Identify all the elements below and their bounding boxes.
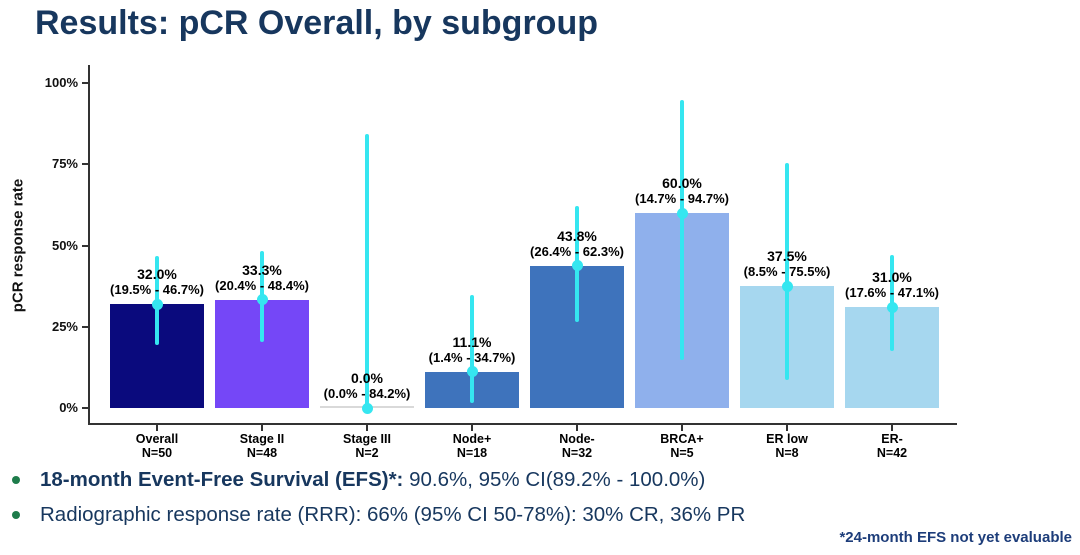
x-tick-mark — [156, 425, 158, 431]
category-n: N=5 — [670, 446, 694, 460]
x-category-label: ER- N=42 — [832, 432, 952, 460]
bar-value-text: 0.0% — [351, 370, 383, 386]
error-bar — [785, 162, 789, 381]
bar-ci-text: (8.5% - 75.5%) — [743, 264, 831, 280]
bar-value-label: 60.0% (14.7% - 94.7%) — [587, 175, 777, 207]
bar-value-label: 11.1% (1.4% - 34.7%) — [377, 334, 567, 366]
x-tick-mark — [891, 425, 893, 431]
error-bar — [680, 100, 684, 361]
x-category-label: Node+ N=18 — [412, 432, 532, 460]
category-name: ER low — [766, 432, 808, 446]
bar-value-label: 33.3% (20.4% - 48.4%) — [167, 262, 357, 294]
y-tick-label: 75% — [51, 156, 78, 172]
bar-ci-text: (20.4% - 48.4%) — [215, 277, 309, 293]
y-tick-label: 50% — [51, 237, 78, 253]
x-category-label: Stage III N=2 — [307, 432, 427, 460]
y-tick-mark — [82, 407, 88, 409]
category-name: Stage II — [239, 432, 285, 446]
x-tick-mark — [681, 425, 683, 431]
error-bar — [365, 134, 369, 408]
category-name: Overall — [135, 432, 179, 446]
category-n: N=8 — [775, 446, 799, 460]
point-estimate-dot — [151, 298, 163, 310]
bar-ci-text: (19.5% - 46.7%) — [110, 282, 204, 297]
bar-ci-text: (26.4% - 62.3%) — [530, 243, 624, 259]
point-estimate-dot — [571, 260, 583, 272]
error-bar — [470, 295, 474, 404]
y-tick-label: 25% — [51, 318, 78, 334]
category-n: N=42 — [876, 446, 908, 460]
bar-ci-text: (14.7% - 94.7%) — [635, 191, 729, 206]
point-estimate-dot — [466, 366, 478, 378]
summary-bullets: 18-month Event-Free Survival (EFS)*: 90.… — [10, 468, 745, 538]
bullet-efs-lead: 18-month Event-Free Survival (EFS)*: — [40, 468, 404, 491]
bar-ci-text: (1.4% - 34.7%) — [428, 349, 516, 365]
y-axis-title: pCR response rate — [9, 178, 27, 313]
bullet-rrr: Radiographic response rate (RRR): 66% (9… — [10, 503, 745, 527]
bullet-rrr-text: Radiographic response rate (RRR): 66% (9… — [40, 503, 746, 526]
x-tick-mark — [366, 425, 368, 431]
bar-value-label: 43.8% (26.4% - 62.3%) — [482, 228, 672, 260]
bullet-efs: 18-month Event-Free Survival (EFS)*: 90.… — [10, 468, 745, 492]
y-axis-line — [88, 65, 90, 425]
bar-value-label: 37.5% (8.5% - 75.5%) — [692, 248, 882, 280]
bar-value-text: 31.0% — [872, 269, 912, 286]
y-tick-mark — [82, 82, 88, 84]
bar-value-label: 31.0% (17.6% - 47.1%) — [797, 269, 987, 301]
x-axis-line — [88, 423, 957, 425]
bullet-efs-text: 90.6%, 95% CI(89.2% - 100.0%) — [403, 468, 706, 491]
x-tick-mark — [786, 425, 788, 431]
bar-value-label: 0.0% (0.0% - 84.2%) — [272, 370, 462, 402]
category-name: BRCA+ — [660, 432, 704, 446]
category-n: N=2 — [355, 446, 379, 460]
category-name: Stage III — [343, 432, 391, 446]
y-tick-label: 100% — [44, 75, 78, 90]
point-estimate-dot — [676, 207, 688, 219]
x-category-label: Overall N=50 — [97, 432, 217, 460]
y-tick-mark — [82, 244, 88, 247]
bar-value-label: 32.0% (19.5% - 46.7%) — [62, 266, 252, 298]
x-category-label: Stage II N=48 — [202, 432, 322, 460]
category-n: N=32 — [561, 446, 593, 460]
category-n: N=50 — [141, 446, 173, 460]
category-name: Node- — [559, 432, 595, 446]
bar-ci-text: (0.0% - 84.2%) — [323, 386, 411, 401]
bullet-dot-icon — [12, 476, 20, 484]
category-n: N=48 — [246, 446, 278, 460]
category-name: Node+ — [452, 432, 492, 446]
bullet-dot-icon — [12, 511, 20, 519]
y-tick-mark — [82, 163, 88, 166]
point-estimate-dot — [256, 294, 268, 306]
category-name: ER- — [881, 432, 903, 446]
y-tick-label: 0% — [59, 400, 78, 415]
bar-value-text: 37.5% — [767, 248, 807, 265]
category-n: N=18 — [456, 446, 488, 460]
bar-ci-text: (17.6% - 47.1%) — [845, 285, 939, 301]
x-tick-mark — [471, 425, 473, 431]
point-estimate-dot — [361, 402, 373, 414]
x-category-label: BRCA+ N=5 — [622, 432, 742, 460]
y-tick-mark — [82, 325, 88, 328]
x-category-label: Node- N=32 — [517, 432, 637, 460]
bar-value-text: 32.0% — [137, 266, 177, 282]
point-estimate-dot — [886, 301, 898, 313]
x-tick-mark — [576, 425, 578, 431]
bar-value-text: 60.0% — [662, 175, 702, 191]
bar-value-text: 11.1% — [452, 333, 492, 350]
page-title: Results: pCR Overall, by subgroup — [35, 4, 598, 42]
footnote: *24-month EFS not yet evaluable — [839, 529, 1072, 546]
x-category-label: ER low N=8 — [727, 432, 847, 460]
x-tick-mark — [261, 425, 263, 431]
bar-value-text: 43.8% — [557, 227, 597, 244]
point-estimate-dot — [781, 280, 793, 292]
bar-value-text: 33.3% — [242, 261, 282, 278]
